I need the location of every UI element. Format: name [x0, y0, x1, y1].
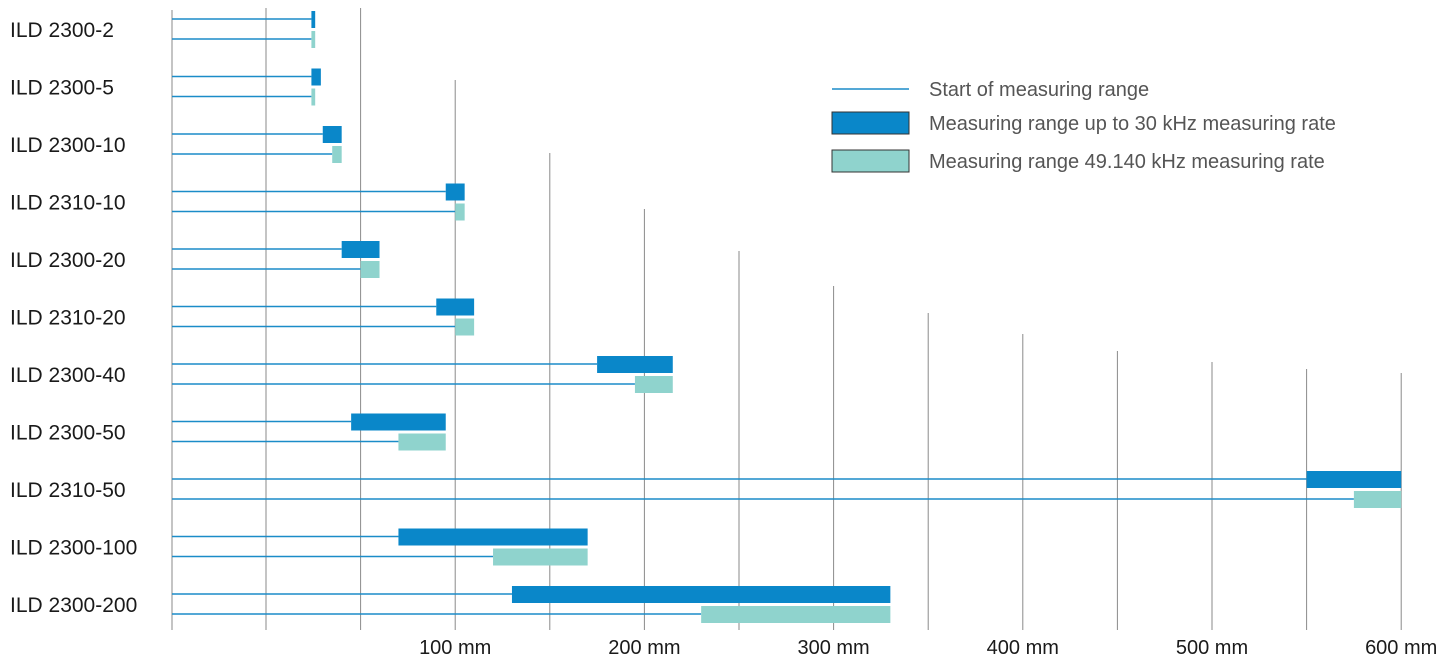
category-label: ILD 2310-50	[10, 479, 126, 502]
bar-49khz	[634, 376, 673, 393]
category-label: ILD 2300-200	[10, 594, 137, 617]
x-tick-label: 100 mm	[419, 637, 491, 659]
bar-49khz	[311, 31, 316, 48]
row-ild-2300-5: ILD 2300-5	[10, 68, 321, 106]
bar-49khz	[311, 88, 316, 106]
row-ild-2310-50: ILD 2310-50	[10, 471, 1402, 508]
category-label: ILD 2300-50	[10, 422, 126, 445]
category-label: ILD 2300-10	[10, 134, 126, 157]
legend-swatch-49khz	[831, 149, 910, 173]
row-ild-2300-40: ILD 2300-40	[10, 356, 673, 393]
legend: Start of measuring range Measuring range…	[831, 79, 1336, 173]
x-tick-label: 600 mm	[1365, 637, 1436, 659]
category-label: ILD 2300-5	[10, 77, 114, 100]
bar-30khz	[1306, 471, 1402, 488]
category-label: ILD 2300-100	[10, 537, 137, 560]
category-label: ILD 2300-2	[10, 19, 114, 42]
x-tick-label: 200 mm	[608, 637, 680, 659]
bar-49khz	[398, 433, 446, 451]
bar-49khz	[1353, 491, 1402, 508]
bar-30khz	[322, 126, 342, 143]
row-ild-2300-20: ILD 2300-20	[10, 241, 380, 278]
bar-49khz	[701, 606, 891, 623]
bar-30khz	[511, 586, 891, 603]
row-ild-2310-10: ILD 2310-10	[10, 183, 465, 221]
bar-30khz	[351, 413, 446, 431]
x-axis-tick-labels: 100 mm 200 mm 300 mm 400 mm 500 mm 600 mm	[419, 637, 1436, 659]
legend-label-start: Start of measuring range	[929, 79, 1149, 101]
bar-49khz	[455, 318, 475, 336]
bar-30khz	[311, 68, 321, 86]
row-ild-2300-200: ILD 2300-200	[10, 586, 891, 623]
row-ild-2300-50: ILD 2300-50	[10, 413, 446, 451]
row-ild-2300-100: ILD 2300-100	[10, 528, 588, 566]
category-label: ILD 2310-10	[10, 192, 126, 215]
bar-49khz	[455, 203, 465, 221]
x-tick-label: 500 mm	[1176, 637, 1248, 659]
bar-30khz	[341, 241, 380, 258]
x-tick-label: 400 mm	[987, 637, 1059, 659]
legend-label-49khz: Measuring range 49.140 kHz measuring rat…	[929, 151, 1325, 173]
row-ild-2310-20: ILD 2310-20	[10, 298, 475, 336]
bar-30khz	[398, 528, 588, 546]
category-label: ILD 2300-40	[10, 364, 126, 387]
row-ild-2300-10: ILD 2300-10	[10, 126, 342, 163]
bar-49khz	[332, 146, 342, 163]
bar-30khz	[311, 11, 316, 28]
category-label: ILD 2310-20	[10, 307, 126, 330]
bar-30khz	[436, 298, 475, 316]
row-layer: ILD 2300-2 ILD 2300-5 ILD 2300-10 ILD 2310-…	[10, 11, 1402, 623]
bar-49khz	[360, 261, 380, 278]
legend-swatch-30khz	[831, 111, 910, 135]
bar-30khz	[597, 356, 673, 373]
bar-49khz	[493, 548, 588, 566]
x-tick-label: 300 mm	[797, 637, 869, 659]
bar-30khz	[445, 183, 465, 201]
row-ild-2300-2: ILD 2300-2	[10, 11, 316, 48]
legend-label-30khz: Measuring range up to 30 kHz measuring r…	[929, 113, 1336, 135]
category-label: ILD 2300-20	[10, 249, 126, 272]
